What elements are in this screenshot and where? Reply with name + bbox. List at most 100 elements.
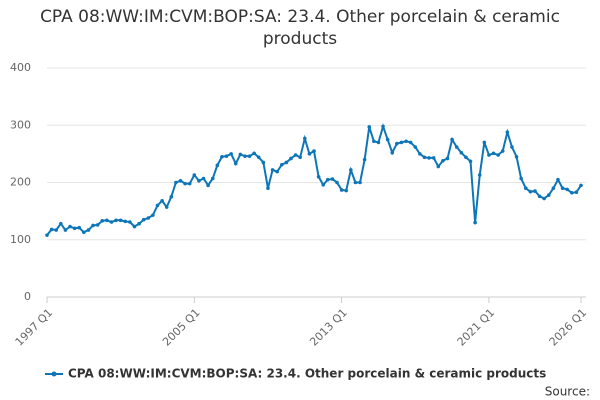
point xyxy=(109,220,114,224)
point xyxy=(54,228,59,232)
point xyxy=(376,140,381,145)
point xyxy=(270,168,275,172)
point xyxy=(404,139,408,144)
point xyxy=(86,228,91,232)
point xyxy=(178,178,183,183)
x-tick-label: 2026 Q1 xyxy=(547,306,590,349)
point xyxy=(473,220,477,225)
point xyxy=(445,156,450,161)
point xyxy=(302,136,307,141)
point xyxy=(335,180,339,185)
point xyxy=(316,174,321,179)
point xyxy=(565,187,569,192)
point xyxy=(146,216,151,220)
point xyxy=(118,218,123,223)
point xyxy=(105,218,109,223)
point xyxy=(450,137,454,142)
point xyxy=(491,151,496,156)
point xyxy=(132,224,137,229)
point xyxy=(95,223,100,227)
point xyxy=(358,180,362,185)
point xyxy=(72,226,77,231)
point xyxy=(160,199,164,203)
point xyxy=(510,145,514,149)
point xyxy=(197,178,201,183)
point xyxy=(422,155,427,160)
y-tick-label: 400 xyxy=(10,61,31,74)
y-tick-label: 0 xyxy=(24,290,31,303)
point xyxy=(45,233,49,237)
point xyxy=(542,196,546,201)
point xyxy=(261,160,266,165)
point xyxy=(256,155,261,160)
point xyxy=(59,221,63,226)
chart-title: CPA 08:WW:IM:CVM:BOP:SA: 23.4. Other por… xyxy=(40,7,560,49)
point xyxy=(408,140,413,145)
point xyxy=(229,152,233,156)
point xyxy=(487,153,491,157)
point xyxy=(505,130,510,134)
point xyxy=(233,161,238,166)
point xyxy=(49,227,54,232)
point xyxy=(247,154,252,158)
point xyxy=(243,154,247,158)
point xyxy=(569,191,574,195)
point xyxy=(372,139,376,144)
x-tick-label: 2005 Q1 xyxy=(160,306,203,349)
point xyxy=(155,203,160,208)
point xyxy=(385,137,390,142)
point xyxy=(238,152,243,157)
point xyxy=(399,140,404,145)
y-tick-label: 200 xyxy=(10,176,31,189)
point xyxy=(574,190,579,195)
point xyxy=(215,163,220,168)
point xyxy=(114,218,118,223)
point xyxy=(284,160,289,165)
x-tick-label: 1997 Q1 xyxy=(13,306,56,349)
point xyxy=(353,180,358,185)
point xyxy=(312,149,316,153)
point xyxy=(279,162,284,167)
point xyxy=(427,156,431,160)
point xyxy=(187,181,192,186)
point xyxy=(560,186,565,191)
point xyxy=(68,224,72,229)
legend-label: CPA 08:WW:IM:CVM:BOP:SA: 23.4. Other por… xyxy=(68,367,546,381)
series-line xyxy=(46,123,582,236)
point xyxy=(500,149,505,153)
point xyxy=(151,213,155,217)
point xyxy=(321,182,326,187)
point xyxy=(514,154,519,159)
point xyxy=(551,186,556,191)
point xyxy=(546,193,551,197)
point xyxy=(183,181,187,186)
point xyxy=(63,228,68,232)
source-label: Source: xyxy=(545,385,590,399)
point xyxy=(252,151,256,156)
point xyxy=(395,141,399,146)
point xyxy=(413,145,418,149)
point xyxy=(128,220,132,224)
point xyxy=(418,152,422,156)
point xyxy=(349,168,353,172)
point xyxy=(137,221,141,226)
point xyxy=(100,219,105,223)
point xyxy=(169,195,174,199)
point xyxy=(210,176,215,181)
point xyxy=(431,156,436,160)
point xyxy=(224,154,229,158)
point xyxy=(192,173,197,177)
point xyxy=(482,140,487,145)
point xyxy=(123,219,128,224)
x-tick-label: 2013 Q1 xyxy=(307,306,350,349)
point xyxy=(330,177,335,181)
point xyxy=(82,230,86,235)
point xyxy=(362,157,367,162)
x-tick-label: 2021 Q1 xyxy=(455,306,498,349)
point xyxy=(441,158,445,163)
point xyxy=(367,125,372,129)
legend-marker xyxy=(51,371,57,377)
point xyxy=(266,186,270,191)
point xyxy=(220,154,224,159)
